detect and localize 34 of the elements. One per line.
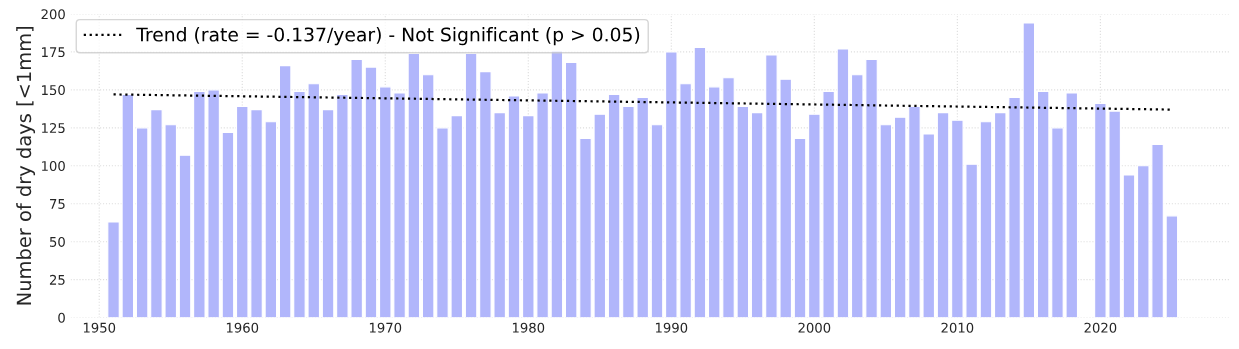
bar [321, 109, 335, 318]
y-tick-label: 200 [41, 9, 65, 20]
bar [221, 131, 235, 318]
x-tick-label: 2010 [941, 322, 974, 333]
y-tick-label: 125 [42, 123, 65, 134]
legend-label: Trend (rate = -0.137/year) - Not Significant (p > 0.05) [136, 27, 640, 46]
bar [364, 66, 378, 318]
x-tick-label: 1980 [512, 322, 545, 333]
y-tick-label: 150 [42, 85, 65, 96]
bar [750, 112, 764, 318]
y-tick-label: 100 [42, 161, 65, 171]
y-tick-label: 25 [49, 274, 65, 285]
x-tick-label: 2000 [798, 322, 831, 333]
bar [178, 154, 192, 318]
bar [650, 124, 664, 318]
x-tick-label: 1990 [655, 322, 688, 333]
bar [793, 137, 807, 318]
y-tick-label: 175 [42, 47, 65, 58]
y-axis-title: Number of dry days [<1mm] [16, 26, 36, 305]
bar [607, 93, 621, 318]
y-tick-label: 75 [50, 199, 65, 209]
x-tick-label: 1970 [369, 322, 402, 333]
bar [1165, 215, 1179, 318]
bar [936, 112, 950, 318]
y-tick-label: 50 [49, 236, 65, 247]
x-tick-label: 2020 [1084, 322, 1117, 333]
x-tick-label: 1960 [226, 322, 259, 333]
bar [693, 46, 707, 318]
bar [1122, 174, 1136, 318]
x-tick-label: 1950 [83, 322, 116, 333]
bar [507, 95, 521, 318]
bar [836, 48, 850, 318]
y-tick-label: 0 [58, 312, 65, 323]
bar [979, 121, 993, 318]
